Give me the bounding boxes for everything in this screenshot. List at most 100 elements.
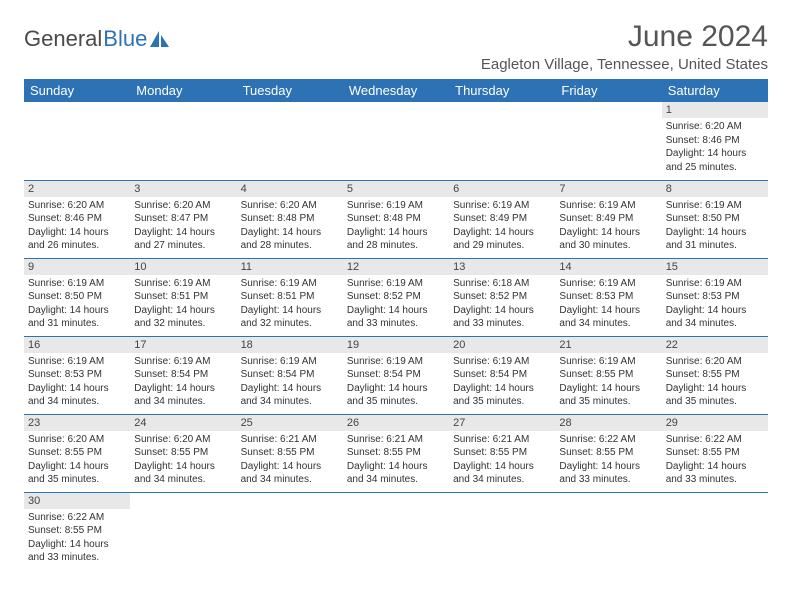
sunset-text: Sunset: 8:55 PM (134, 446, 232, 460)
daylight-text-2: and 34 minutes. (453, 473, 551, 487)
calendar-cell (555, 492, 661, 570)
weekday-header: Friday (555, 79, 661, 102)
daylight-text-2: and 28 minutes. (347, 239, 445, 253)
daylight-text-2: and 25 minutes. (666, 161, 764, 175)
day-number: 12 (343, 259, 449, 275)
day-body: Sunrise: 6:18 AMSunset: 8:52 PMDaylight:… (449, 275, 555, 333)
sunset-text: Sunset: 8:51 PM (241, 290, 339, 304)
day-number: 11 (237, 259, 343, 275)
daylight-text-2: and 34 minutes. (241, 473, 339, 487)
day-number: 7 (555, 181, 661, 197)
day-number: 18 (237, 337, 343, 353)
day-number: 2 (24, 181, 130, 197)
sunrise-text: Sunrise: 6:20 AM (666, 120, 764, 134)
weekday-header: Tuesday (237, 79, 343, 102)
day-number: 22 (662, 337, 768, 353)
day-number: 28 (555, 415, 661, 431)
daylight-text-1: Daylight: 14 hours (134, 304, 232, 318)
daylight-text-2: and 35 minutes. (559, 395, 657, 409)
daylight-text-1: Daylight: 14 hours (28, 226, 126, 240)
calendar-cell: 5Sunrise: 6:19 AMSunset: 8:48 PMDaylight… (343, 180, 449, 258)
calendar-row: 30Sunrise: 6:22 AMSunset: 8:55 PMDayligh… (24, 492, 768, 570)
daylight-text-2: and 33 minutes. (453, 317, 551, 331)
sunset-text: Sunset: 8:46 PM (666, 134, 764, 148)
day-number: 26 (343, 415, 449, 431)
day-body: Sunrise: 6:19 AMSunset: 8:53 PMDaylight:… (662, 275, 768, 333)
day-body: Sunrise: 6:19 AMSunset: 8:54 PMDaylight:… (130, 353, 236, 411)
sunrise-text: Sunrise: 6:19 AM (347, 277, 445, 291)
daylight-text-1: Daylight: 14 hours (28, 382, 126, 396)
day-body: Sunrise: 6:20 AMSunset: 8:46 PMDaylight:… (662, 118, 768, 176)
sunrise-text: Sunrise: 6:21 AM (241, 433, 339, 447)
sunset-text: Sunset: 8:54 PM (134, 368, 232, 382)
daylight-text-1: Daylight: 14 hours (28, 460, 126, 474)
sunset-text: Sunset: 8:49 PM (453, 212, 551, 226)
day-body: Sunrise: 6:19 AMSunset: 8:54 PMDaylight:… (237, 353, 343, 411)
calendar-cell: 28Sunrise: 6:22 AMSunset: 8:55 PMDayligh… (555, 414, 661, 492)
sunrise-text: Sunrise: 6:19 AM (453, 355, 551, 369)
logo-text-general: General (24, 26, 102, 52)
sunrise-text: Sunrise: 6:21 AM (347, 433, 445, 447)
calendar-row: 1Sunrise: 6:20 AMSunset: 8:46 PMDaylight… (24, 102, 768, 180)
sunrise-text: Sunrise: 6:19 AM (347, 199, 445, 213)
sunrise-text: Sunrise: 6:19 AM (134, 277, 232, 291)
weekday-row: SundayMondayTuesdayWednesdayThursdayFrid… (24, 79, 768, 102)
sunset-text: Sunset: 8:55 PM (666, 446, 764, 460)
sunrise-text: Sunrise: 6:20 AM (134, 433, 232, 447)
daylight-text-2: and 35 minutes. (28, 473, 126, 487)
weekday-header: Monday (130, 79, 236, 102)
daylight-text-2: and 29 minutes. (453, 239, 551, 253)
day-body: Sunrise: 6:19 AMSunset: 8:49 PMDaylight:… (449, 197, 555, 255)
daylight-text-1: Daylight: 14 hours (241, 304, 339, 318)
calendar-cell: 29Sunrise: 6:22 AMSunset: 8:55 PMDayligh… (662, 414, 768, 492)
calendar-cell: 4Sunrise: 6:20 AMSunset: 8:48 PMDaylight… (237, 180, 343, 258)
calendar-table: SundayMondayTuesdayWednesdayThursdayFrid… (24, 79, 768, 570)
sunrise-text: Sunrise: 6:22 AM (559, 433, 657, 447)
sunset-text: Sunset: 8:55 PM (241, 446, 339, 460)
daylight-text-2: and 32 minutes. (241, 317, 339, 331)
daylight-text-1: Daylight: 14 hours (134, 382, 232, 396)
daylight-text-1: Daylight: 14 hours (28, 304, 126, 318)
calendar-cell: 16Sunrise: 6:19 AMSunset: 8:53 PMDayligh… (24, 336, 130, 414)
daylight-text-2: and 34 minutes. (134, 395, 232, 409)
calendar-cell (130, 102, 236, 180)
day-number: 19 (343, 337, 449, 353)
daylight-text-1: Daylight: 14 hours (134, 460, 232, 474)
day-body: Sunrise: 6:19 AMSunset: 8:54 PMDaylight:… (449, 353, 555, 411)
day-number: 5 (343, 181, 449, 197)
calendar-cell: 1Sunrise: 6:20 AMSunset: 8:46 PMDaylight… (662, 102, 768, 180)
title-block: June 2024 Eagleton Village, Tennessee, U… (481, 20, 768, 73)
sunrise-text: Sunrise: 6:19 AM (347, 355, 445, 369)
daylight-text-1: Daylight: 14 hours (453, 304, 551, 318)
sunset-text: Sunset: 8:54 PM (241, 368, 339, 382)
daylight-text-2: and 33 minutes. (347, 317, 445, 331)
calendar-cell: 18Sunrise: 6:19 AMSunset: 8:54 PMDayligh… (237, 336, 343, 414)
calendar-body: 1Sunrise: 6:20 AMSunset: 8:46 PMDaylight… (24, 102, 768, 570)
calendar-row: 23Sunrise: 6:20 AMSunset: 8:55 PMDayligh… (24, 414, 768, 492)
day-body: Sunrise: 6:19 AMSunset: 8:50 PMDaylight:… (24, 275, 130, 333)
sunrise-text: Sunrise: 6:19 AM (28, 277, 126, 291)
day-body: Sunrise: 6:20 AMSunset: 8:46 PMDaylight:… (24, 197, 130, 255)
day-body: Sunrise: 6:20 AMSunset: 8:55 PMDaylight:… (130, 431, 236, 489)
day-body: Sunrise: 6:19 AMSunset: 8:49 PMDaylight:… (555, 197, 661, 255)
calendar-cell (662, 492, 768, 570)
daylight-text-2: and 30 minutes. (559, 239, 657, 253)
sunset-text: Sunset: 8:54 PM (347, 368, 445, 382)
daylight-text-1: Daylight: 14 hours (559, 226, 657, 240)
day-number: 8 (662, 181, 768, 197)
logo-sail-icon (150, 31, 170, 47)
daylight-text-1: Daylight: 14 hours (453, 226, 551, 240)
day-number: 30 (24, 493, 130, 509)
daylight-text-2: and 34 minutes. (347, 473, 445, 487)
day-number: 21 (555, 337, 661, 353)
calendar-cell: 30Sunrise: 6:22 AMSunset: 8:55 PMDayligh… (24, 492, 130, 570)
calendar-cell: 17Sunrise: 6:19 AMSunset: 8:54 PMDayligh… (130, 336, 236, 414)
calendar-cell: 2Sunrise: 6:20 AMSunset: 8:46 PMDaylight… (24, 180, 130, 258)
sunset-text: Sunset: 8:55 PM (28, 524, 126, 538)
sunrise-text: Sunrise: 6:20 AM (134, 199, 232, 213)
day-number: 14 (555, 259, 661, 275)
day-body: Sunrise: 6:20 AMSunset: 8:48 PMDaylight:… (237, 197, 343, 255)
day-body: Sunrise: 6:19 AMSunset: 8:52 PMDaylight:… (343, 275, 449, 333)
day-body: Sunrise: 6:21 AMSunset: 8:55 PMDaylight:… (343, 431, 449, 489)
calendar-cell: 8Sunrise: 6:19 AMSunset: 8:50 PMDaylight… (662, 180, 768, 258)
